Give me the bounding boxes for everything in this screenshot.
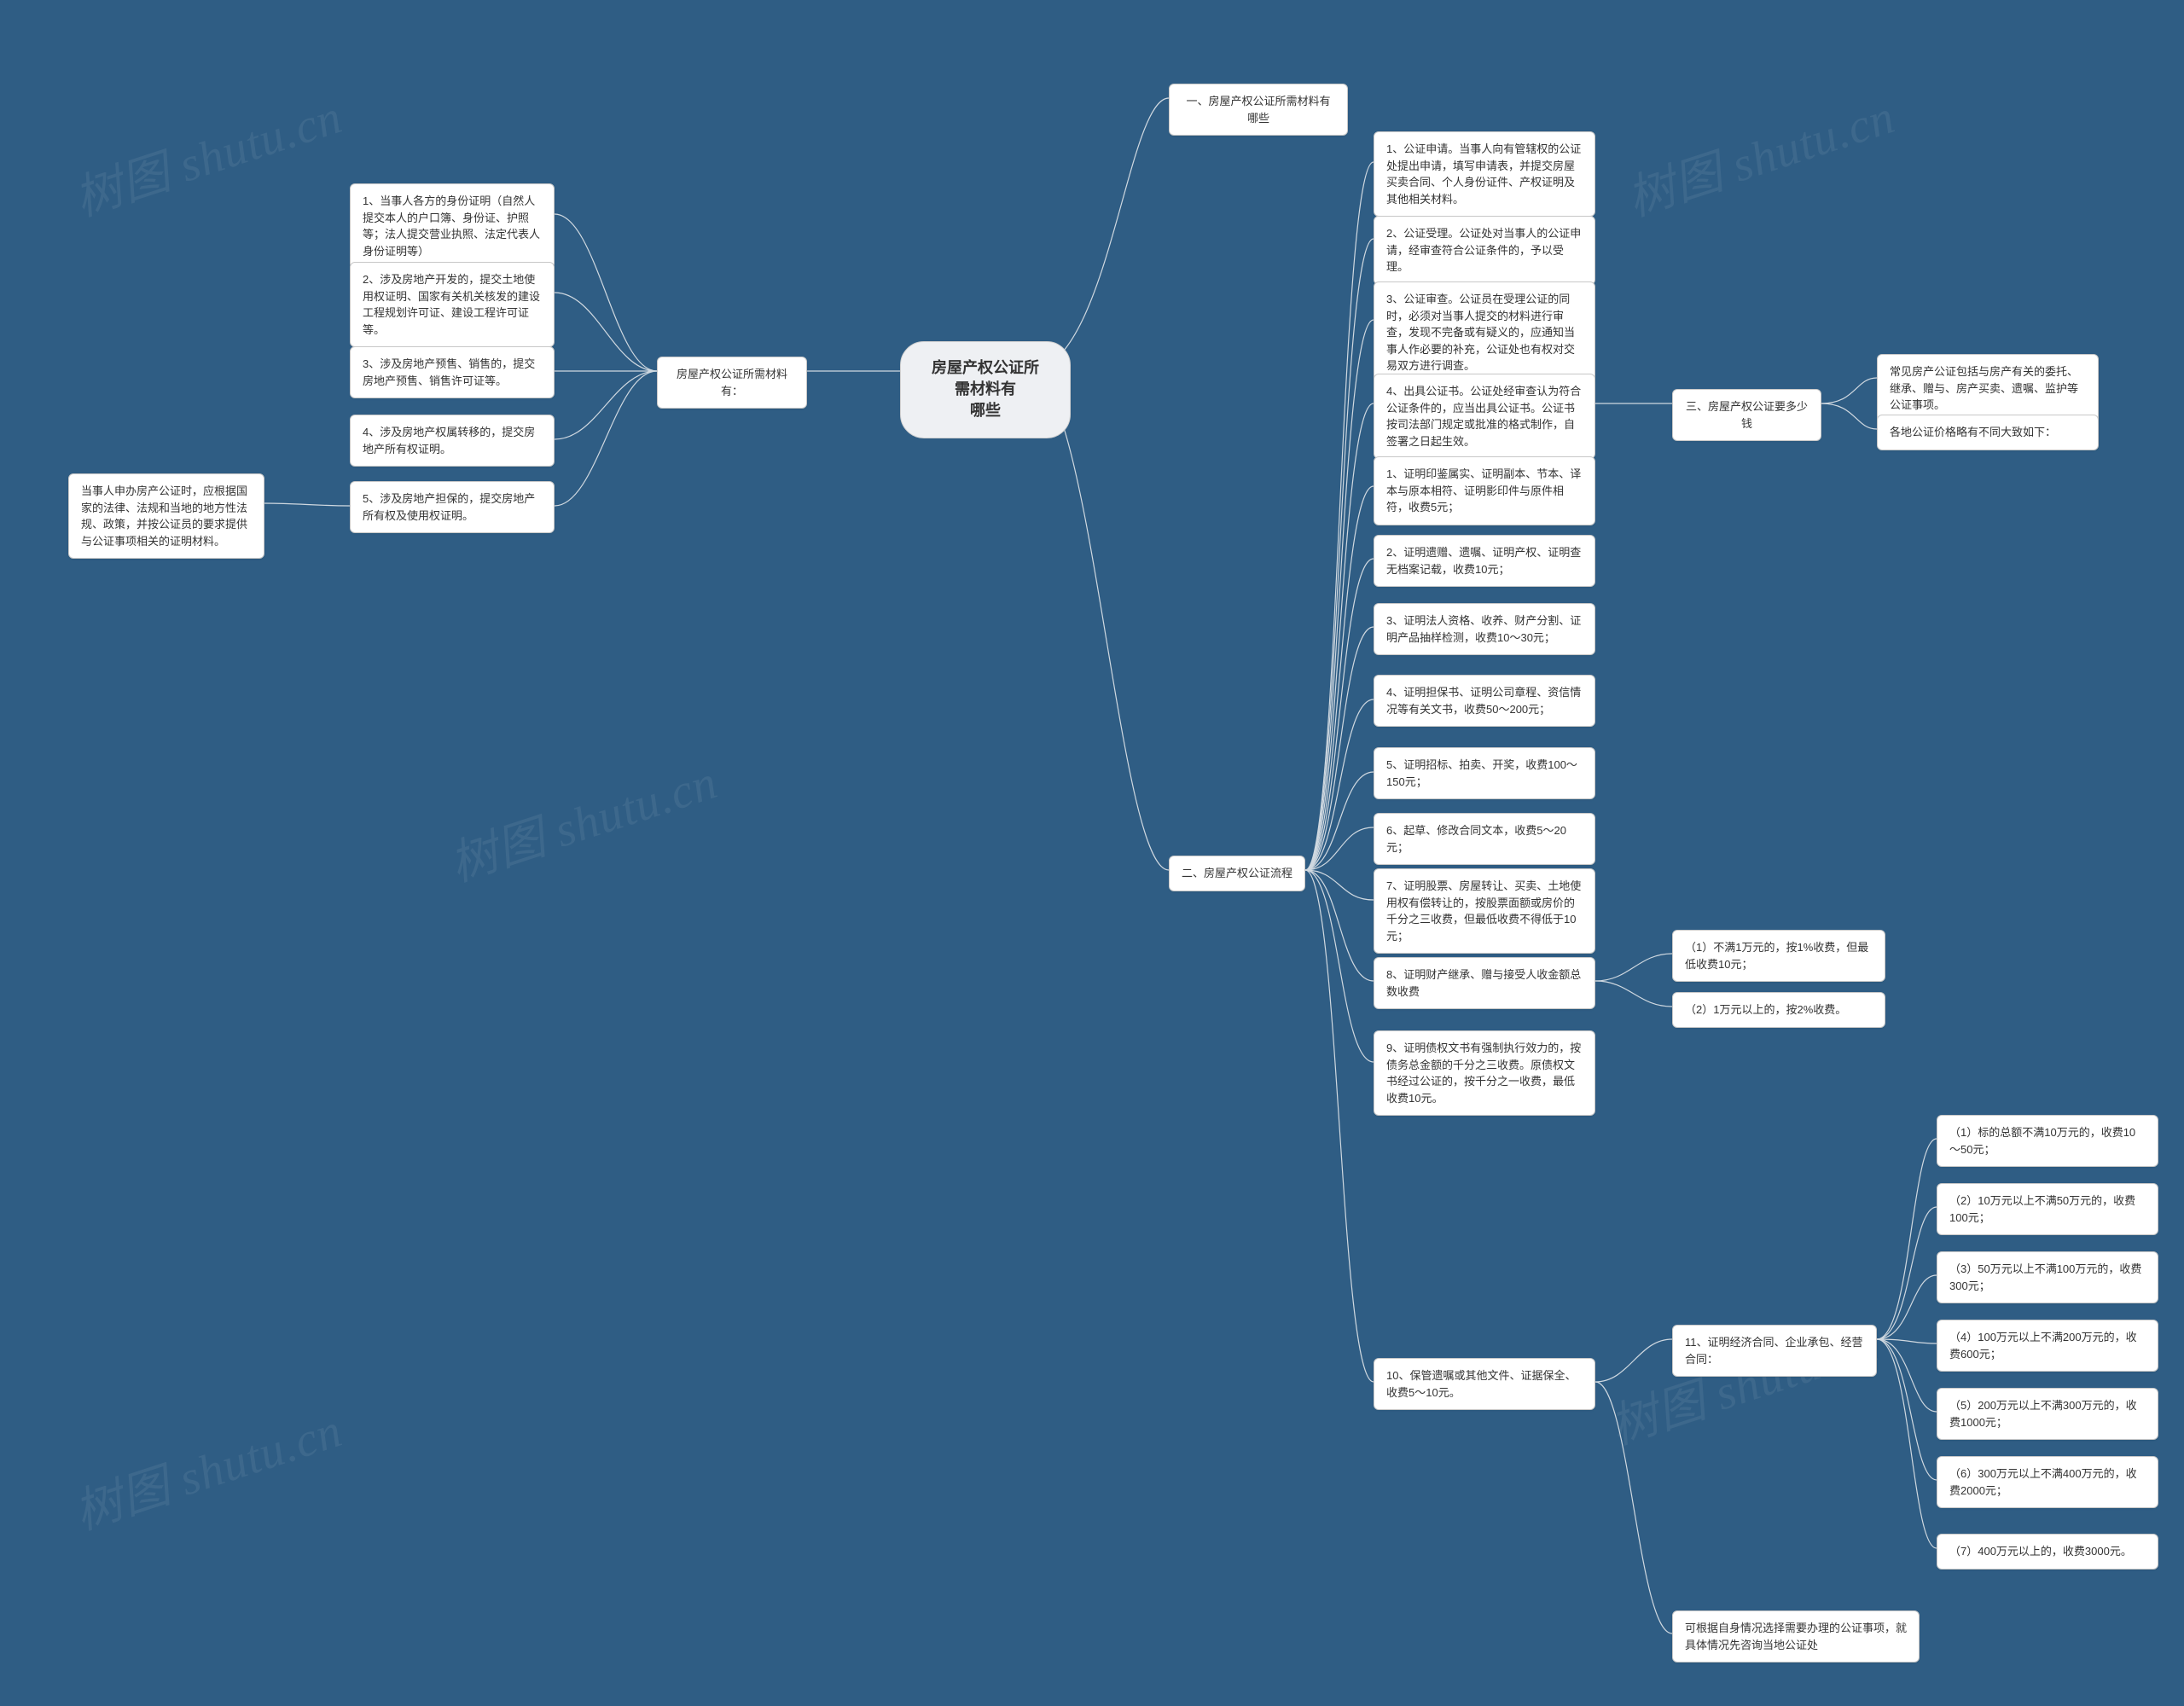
s2-item-14: 10、保管遗嘱或其他文件、证据保全、收费5～10元。	[1374, 1358, 1595, 1410]
left-branch-title: 房屋产权公证所需材料有：	[657, 357, 807, 409]
s2-item-12: 8、证明财产继承、赠与接受人收金额总数收费	[1374, 957, 1595, 1009]
s3-item-2: 各地公证价格略有不同大致如下：	[1877, 415, 2099, 450]
s2-item-10: 6、起草、修改合同文本，收费5～20元；	[1374, 813, 1595, 865]
left-item-2: 2、涉及房地产开发的，提交土地使用权证明、国家有关机关核发的建设工程规划许可证、…	[350, 262, 555, 347]
section-3-title: 三、房屋产权公证要多少钱	[1672, 389, 1821, 441]
s2-item-3: 3、公证审查。公证员在受理公证的同时，必须对当事人提交的材料进行审查，发现不完备…	[1374, 281, 1595, 384]
s2-11-sub-2: （2）10万元以上不满50万元的，收费100元；	[1937, 1183, 2158, 1235]
s2-item-9: 5、证明招标、拍卖、开奖，收费100～150元；	[1374, 747, 1595, 799]
s3-item-1: 常见房产公证包括与房产有关的委托、继承、赠与、房产买卖、遗嘱、监护等公证事项。	[1877, 354, 2099, 423]
s2-item-4: 4、出具公证书。公证处经审查认为符合公证条件的，应当出具公证书。公证书按司法部门…	[1374, 374, 1595, 459]
s2-item-1: 1、公证申请。当事人向有管辖权的公证处提出申请，填写申请表，并提交房屋买卖合同、…	[1374, 131, 1595, 217]
s2-8-sub-2: （2）1万元以上的，按2%收费。	[1672, 992, 1885, 1028]
root-node: 房屋产权公证所需材料有 哪些	[900, 341, 1071, 438]
s2-item-2: 2、公证受理。公证处对当事人的公证申请，经审查符合公证条件的，予以受理。	[1374, 216, 1595, 285]
section-1-title: 一、房屋产权公证所需材料有哪些	[1169, 84, 1348, 136]
s2-item-11: 7、证明股票、房屋转让、买卖、土地使用权有偿转让的，按股票面额或房价的千分之三收…	[1374, 868, 1595, 954]
left-item-3: 3、涉及房地产预售、销售的，提交房地产预售、销售许可证等。	[350, 346, 555, 398]
s2-11-sub-7: （7）400万元以上的，收费3000元。	[1937, 1534, 2158, 1570]
s2-11-sub-5: （5）200万元以上不满300万元的，收费1000元；	[1937, 1388, 2158, 1440]
watermark: 树图 shutu.cn	[1617, 78, 1902, 230]
left-item-1: 1、当事人各方的身份证明（自然人提交本人的户口簿、身份证、护照等；法人提交营业执…	[350, 183, 555, 269]
connections-svg	[0, 0, 2184, 1706]
s2-item-5: 1、证明印鉴属实、证明副本、节本、译本与原本相符、证明影印件与原件相符，收费5元…	[1374, 456, 1595, 525]
s2-11-sub-3: （3）50万元以上不满100万元的，收费300元；	[1937, 1251, 2158, 1303]
s2-item-6: 2、证明遗赠、遗嘱、证明产权、证明查无档案记载，收费10元；	[1374, 535, 1595, 587]
watermark: 树图 shutu.cn	[439, 744, 724, 896]
watermark: 树图 shutu.cn	[64, 1392, 349, 1544]
s2-item-13: 9、证明债权文书有强制执行效力的，按债务总金额的千分之三收费。原债权文书经过公证…	[1374, 1030, 1595, 1116]
s2-10-sub-extra: 可根据自身情况选择需要办理的公证事项，就具体情况先咨询当地公证处	[1672, 1610, 1920, 1662]
s2-10-sub-label: 11、证明经济合同、企业承包、经营合同：	[1672, 1325, 1877, 1377]
s2-11-sub-6: （6）300万元以上不满400万元的，收费2000元；	[1937, 1456, 2158, 1508]
s2-11-sub-4: （4）100万元以上不满200万元的，收费600元；	[1937, 1320, 2158, 1372]
section-2-title: 二、房屋产权公证流程	[1169, 856, 1305, 891]
left-item-4: 4、涉及房地产权属转移的，提交房地产所有权证明。	[350, 415, 555, 467]
left-extra: 当事人申办房产公证时，应根据国家的法律、法规和当地的地方性法规、政策，并按公证员…	[68, 473, 264, 559]
watermark: 树图 shutu.cn	[64, 78, 349, 230]
s2-item-8: 4、证明担保书、证明公司章程、资信情况等有关文书，收费50～200元；	[1374, 675, 1595, 727]
s2-11-sub-1: （1）标的总额不满10万元的，收费10～50元；	[1937, 1115, 2158, 1167]
s2-item-7: 3、证明法人资格、收养、财产分割、证明产品抽样检测，收费10～30元；	[1374, 603, 1595, 655]
left-item-5: 5、涉及房地产担保的，提交房地产所有权及使用权证明。	[350, 481, 555, 533]
s2-8-sub-1: （1）不满1万元的，按1%收费，但最低收费10元；	[1672, 930, 1885, 982]
